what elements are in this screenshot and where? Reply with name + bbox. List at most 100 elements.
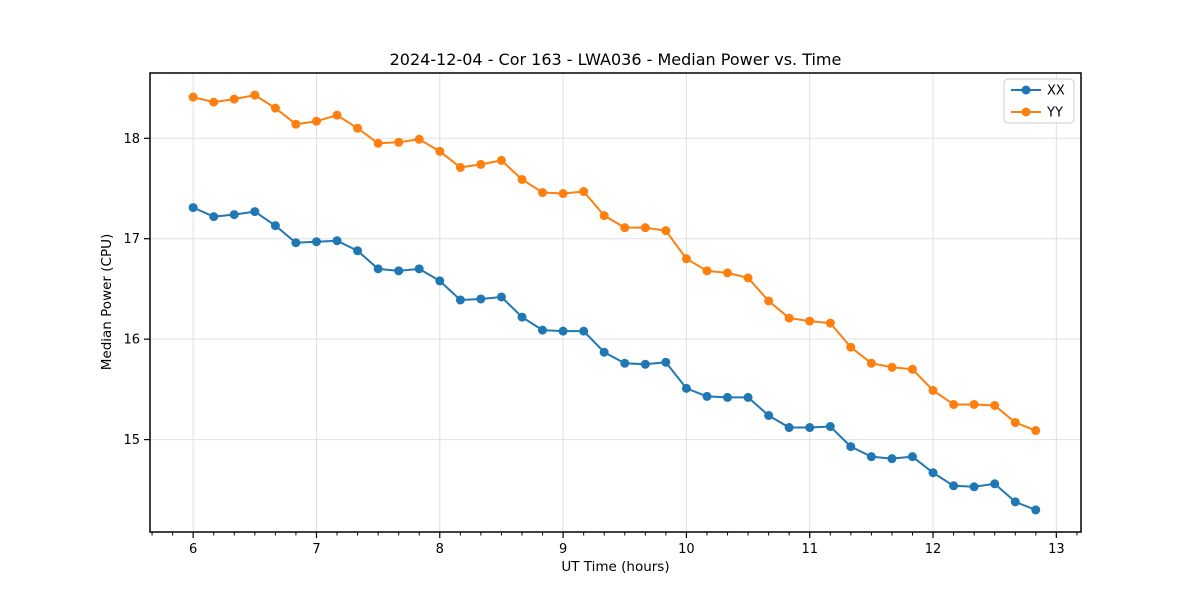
series-YY-marker: [743, 273, 753, 283]
chart-title: 2024-12-04 - Cor 163 - LWA036 - Median P…: [389, 50, 842, 69]
x-tick-label: 9: [559, 542, 567, 557]
x-tick-label: 10: [678, 542, 695, 557]
series-XX-marker: [332, 236, 342, 246]
series-YY-marker: [270, 103, 280, 113]
series-XX-marker: [1010, 497, 1020, 507]
series-YY-marker: [476, 159, 486, 169]
series-YY-marker: [949, 399, 959, 409]
series-XX-marker: [640, 359, 650, 369]
series-XX-marker: [990, 479, 1000, 489]
x-tick-label: 7: [312, 542, 320, 557]
series-YY-marker: [188, 92, 198, 102]
series-XX-marker: [907, 452, 917, 462]
series-YY-marker: [805, 316, 815, 326]
series-YY-marker: [825, 318, 835, 328]
series-XX-marker: [620, 358, 630, 368]
series-YY-marker: [681, 254, 691, 264]
series-XX-marker: [414, 264, 424, 274]
x-tick-label: 6: [189, 542, 197, 557]
series-YY-marker: [455, 162, 465, 172]
series-YY-marker: [435, 146, 445, 156]
series-XX-marker: [825, 422, 835, 432]
series-XX-marker: [579, 326, 589, 336]
series-XX-marker: [661, 357, 671, 367]
series-YY-marker: [209, 97, 219, 107]
series-YY-marker: [229, 94, 239, 104]
series-XX-marker: [291, 238, 301, 248]
series-YY-marker: [599, 211, 609, 221]
series-YY-marker: [620, 223, 630, 233]
y-tick-label: 16: [123, 333, 140, 348]
series-XX-marker: [517, 312, 527, 322]
series-YY-marker: [414, 134, 424, 144]
series-YY-marker: [353, 123, 363, 133]
series-YY-marker: [990, 400, 1000, 410]
series-XX-marker: [537, 325, 547, 335]
legend-XX-label: XX: [1047, 84, 1065, 99]
y-tick-label: 15: [123, 433, 140, 448]
series-XX-marker: [353, 246, 363, 256]
series-YY-marker: [887, 362, 897, 372]
series-YY-marker: [907, 364, 917, 374]
series-YY-marker: [517, 174, 527, 184]
series-XX-marker: [250, 207, 260, 217]
series-YY-marker: [722, 268, 732, 278]
series-YY-marker: [394, 137, 404, 147]
series-XX-marker: [743, 392, 753, 402]
plot-border: [149, 72, 1082, 533]
series-YY-marker: [311, 116, 321, 126]
series-YY-marker: [866, 358, 876, 368]
y-tick-label: 18: [123, 132, 140, 147]
legend-YY-label: YY: [1046, 106, 1063, 121]
series-YY-marker: [846, 342, 856, 352]
series-XX-marker: [496, 292, 506, 302]
series-YY-marker: [373, 138, 383, 148]
series-XX-marker: [188, 203, 198, 213]
series-XX-marker: [270, 221, 280, 231]
series-XX-marker: [1031, 505, 1041, 515]
series-XX-marker: [928, 468, 938, 478]
series-XX-marker: [373, 264, 383, 274]
legend-YY-marker: [1021, 107, 1031, 117]
series-YY-marker: [702, 266, 712, 276]
series-YY-marker: [537, 188, 547, 198]
series-YY-marker: [579, 187, 589, 197]
series-XX-marker: [209, 212, 219, 222]
series-YY-marker: [332, 110, 342, 120]
series-YY-marker: [969, 399, 979, 409]
series-XX-marker: [846, 442, 856, 452]
series-XX-marker: [476, 294, 486, 304]
series-XX-marker: [866, 452, 876, 462]
series-YY-marker: [928, 385, 938, 395]
y-axis-label: Median Power (CPU): [99, 233, 115, 371]
series-XX-marker: [558, 326, 568, 336]
series-XX-marker: [969, 482, 979, 492]
series-XX-marker: [784, 423, 794, 433]
legend-XX-marker: [1021, 85, 1031, 95]
series-XX-marker: [887, 454, 897, 464]
series-XX-marker: [949, 481, 959, 491]
series-YY-marker: [496, 155, 506, 165]
x-tick-label: 8: [436, 542, 444, 557]
series-XX-line: [192, 206, 1037, 511]
series-YY-marker: [764, 296, 774, 306]
series-YY-marker: [640, 223, 650, 233]
x-tick-label: 12: [925, 542, 942, 557]
x-tick-label: 13: [1048, 542, 1065, 557]
series-XX-marker: [394, 266, 404, 276]
series-YY-marker: [1010, 418, 1020, 428]
series-XX-marker: [599, 347, 609, 357]
series-XX-marker: [702, 391, 712, 401]
series-XX-marker: [681, 383, 691, 393]
series-YY-marker: [558, 189, 568, 199]
series-XX-marker: [455, 295, 465, 305]
y-tick-label: 17: [123, 232, 140, 247]
series-XX-marker: [805, 423, 815, 433]
series-YY-marker: [1031, 426, 1041, 436]
series-XX-marker: [229, 210, 239, 220]
series-XX-marker: [311, 237, 321, 247]
x-axis-label: UT Time (hours): [561, 559, 670, 575]
series-YY-marker: [661, 226, 671, 236]
series-XX-marker: [722, 392, 732, 402]
